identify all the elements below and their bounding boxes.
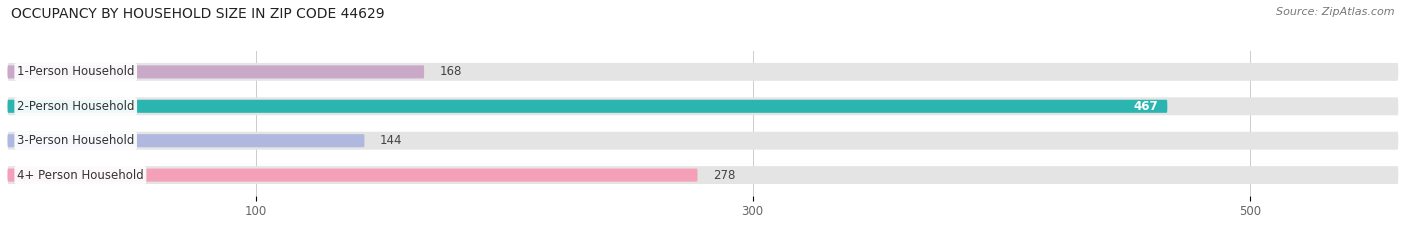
Text: 278: 278 (713, 169, 735, 182)
FancyBboxPatch shape (7, 63, 1399, 81)
FancyBboxPatch shape (7, 132, 1399, 150)
Text: 3-Person Household: 3-Person Household (17, 134, 135, 147)
FancyBboxPatch shape (7, 65, 425, 79)
FancyBboxPatch shape (7, 134, 364, 147)
FancyBboxPatch shape (7, 100, 1167, 113)
Text: 4+ Person Household: 4+ Person Household (17, 169, 143, 182)
FancyBboxPatch shape (7, 168, 697, 182)
Text: 1-Person Household: 1-Person Household (17, 65, 135, 78)
Text: 168: 168 (440, 65, 463, 78)
Text: 2-Person Household: 2-Person Household (17, 100, 135, 113)
FancyBboxPatch shape (7, 166, 1399, 184)
FancyBboxPatch shape (7, 97, 1399, 115)
Text: 467: 467 (1133, 100, 1159, 113)
Text: OCCUPANCY BY HOUSEHOLD SIZE IN ZIP CODE 44629: OCCUPANCY BY HOUSEHOLD SIZE IN ZIP CODE … (11, 7, 385, 21)
Text: 144: 144 (380, 134, 402, 147)
Text: Source: ZipAtlas.com: Source: ZipAtlas.com (1277, 7, 1395, 17)
